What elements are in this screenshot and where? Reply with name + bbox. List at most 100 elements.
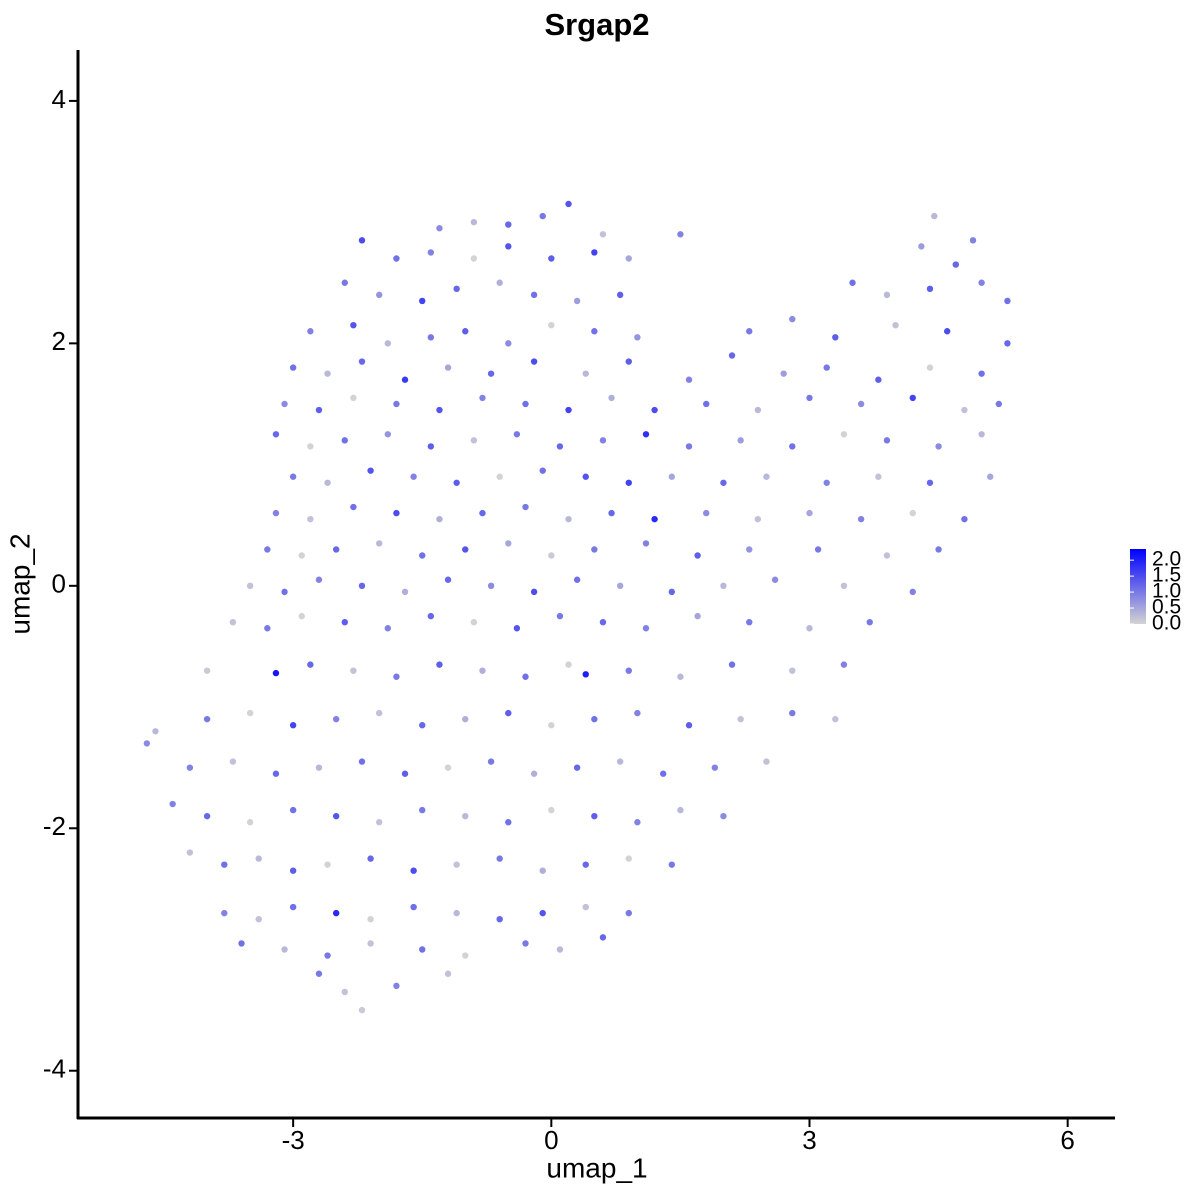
point [341,437,348,444]
point [229,758,237,765]
point [169,800,176,808]
point [931,212,938,220]
point [289,806,297,814]
point [401,588,409,596]
point [883,291,891,299]
point [410,903,417,911]
point [530,588,538,596]
point [324,861,331,868]
y-tick-label: -2 [43,811,66,841]
point [694,612,701,620]
point [470,255,478,262]
point [771,576,779,583]
point [272,669,280,677]
point [358,582,366,590]
point [419,552,426,559]
point [591,715,598,723]
point [444,764,452,771]
point [763,473,770,480]
point [350,503,357,511]
point [875,473,882,480]
point [728,661,736,668]
point [978,279,985,286]
point [427,249,435,256]
point [918,243,925,250]
point [427,443,435,450]
colorbar-tick-label: 1.0 [1152,580,1181,603]
colorbar-tick-label: 2.0 [1152,548,1181,571]
point [289,722,297,729]
point [582,903,589,911]
point [384,625,392,632]
point [857,515,865,523]
point [608,509,615,517]
point [685,722,693,729]
point [221,861,228,868]
point [849,279,856,286]
point [307,661,314,668]
colorbar [1130,549,1146,624]
point [548,552,555,559]
point [143,740,151,747]
point [634,334,641,341]
point [616,582,624,590]
point [436,406,443,414]
point [909,588,916,596]
point [995,400,1003,408]
point [720,479,727,486]
point [462,715,469,723]
point [505,243,512,250]
point [789,315,796,323]
point [608,394,615,402]
point [866,618,873,626]
point [376,819,383,826]
point [625,667,632,674]
point [307,515,314,523]
point [479,394,486,402]
point [539,212,546,220]
point [203,812,211,820]
point [926,364,934,371]
point [659,770,667,777]
point [281,400,288,408]
point [307,328,314,335]
point [307,443,314,450]
point [272,509,280,517]
point [436,661,443,668]
y-axis-label: umap_2 [4,533,35,634]
point [556,612,564,620]
x-tick-label: 6 [1060,1125,1074,1155]
point [246,582,254,590]
point [883,552,891,559]
point [556,946,564,953]
point [462,328,469,335]
point [642,625,650,632]
point [238,940,245,947]
point [289,473,297,480]
point [487,758,495,765]
point [152,728,159,735]
y-tick-label: 0 [52,569,66,599]
point [1004,297,1011,305]
point [582,370,589,377]
point [324,370,331,377]
point [840,582,848,590]
point [367,915,374,923]
point [935,546,942,553]
point [436,515,443,523]
point [642,431,650,438]
point [789,709,796,717]
point [539,867,546,874]
point [943,328,951,335]
point [315,970,323,977]
point [332,546,340,553]
point [324,952,331,959]
point [332,909,340,917]
point [548,255,555,262]
point [806,394,813,402]
point [840,431,848,438]
point [728,352,736,359]
colorbar-tick-label: 0.0 [1152,612,1181,635]
point [548,806,555,814]
point [556,443,564,450]
